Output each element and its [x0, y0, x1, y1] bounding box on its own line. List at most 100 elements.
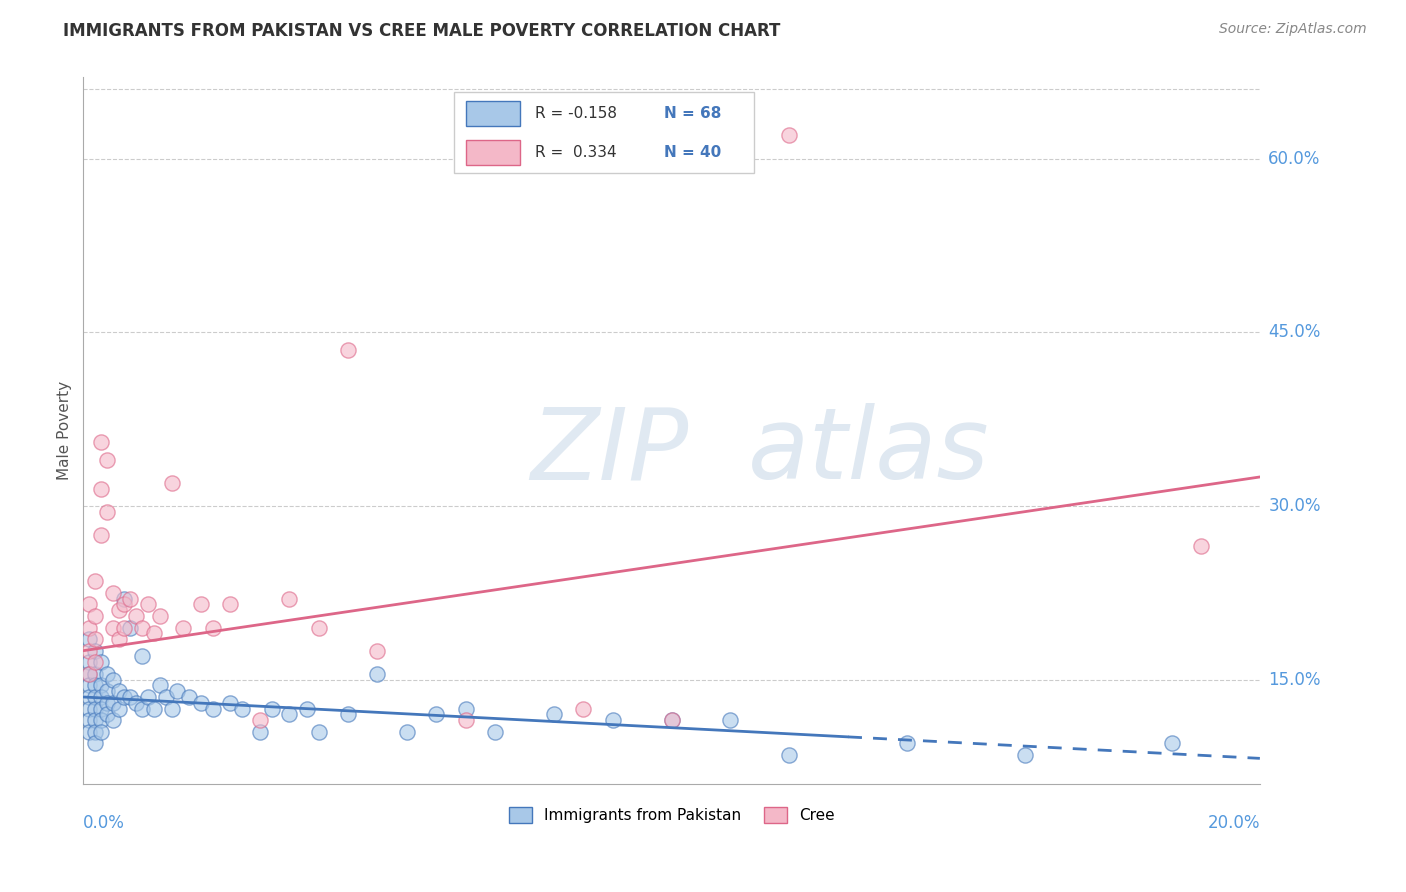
Point [454, 713, 477, 727]
Point [77, 643, 100, 657]
Point [77, 632, 100, 646]
Point [155, 690, 177, 704]
Point [90, 713, 112, 727]
Text: 0.0%: 0.0% [83, 814, 125, 832]
Point [114, 598, 136, 612]
Point [96, 666, 118, 681]
Point [101, 713, 124, 727]
Point [77, 655, 100, 669]
Point [90, 678, 112, 692]
Point [308, 620, 330, 634]
Point [260, 701, 283, 715]
Point [96, 696, 118, 710]
Text: IMMIGRANTS FROM PAKISTAN VS CREE MALE POVERTY CORRELATION CHART: IMMIGRANTS FROM PAKISTAN VS CREE MALE PO… [63, 22, 780, 40]
Point [77, 620, 100, 634]
Text: 20.0%: 20.0% [1208, 814, 1260, 832]
Point [778, 128, 800, 143]
Point [337, 707, 360, 722]
Text: 60.0%: 60.0% [1268, 150, 1320, 168]
Point [77, 678, 100, 692]
Point [90, 701, 112, 715]
Point [366, 666, 388, 681]
Point [84, 655, 107, 669]
Point [84, 666, 107, 681]
Point [249, 724, 271, 739]
Point [249, 713, 271, 727]
Point [90, 482, 112, 496]
Point [101, 673, 124, 687]
Point [190, 696, 212, 710]
Point [90, 724, 112, 739]
Point [142, 701, 165, 715]
Point [1189, 540, 1212, 554]
Point [454, 701, 477, 715]
Point [77, 701, 100, 715]
Point [166, 684, 188, 698]
Point [77, 666, 100, 681]
Point [718, 713, 741, 727]
Point [484, 724, 506, 739]
Point [231, 701, 253, 715]
Point [219, 696, 242, 710]
Point [425, 707, 447, 722]
Point [101, 586, 124, 600]
Text: 30.0%: 30.0% [1268, 497, 1320, 515]
Point [190, 598, 212, 612]
Point [120, 591, 142, 606]
Point [219, 598, 242, 612]
Y-axis label: Male Poverty: Male Poverty [58, 381, 72, 480]
Point [107, 632, 129, 646]
Point [661, 713, 683, 727]
Legend: Immigrants from Pakistan, Cree: Immigrants from Pakistan, Cree [502, 801, 841, 830]
Point [278, 707, 301, 722]
Point [308, 724, 330, 739]
Point [77, 690, 100, 704]
Point [84, 678, 107, 692]
Point [172, 620, 194, 634]
Point [179, 690, 201, 704]
Point [366, 643, 388, 657]
Point [107, 684, 129, 698]
Point [572, 701, 595, 715]
Point [149, 678, 172, 692]
Point [101, 696, 124, 710]
Point [107, 701, 129, 715]
Point [337, 343, 360, 357]
Text: 15.0%: 15.0% [1268, 671, 1320, 689]
Point [77, 724, 100, 739]
Point [602, 713, 624, 727]
Point [131, 649, 153, 664]
Point [543, 707, 565, 722]
Point [136, 690, 159, 704]
Point [131, 701, 153, 715]
Point [107, 603, 129, 617]
Point [142, 626, 165, 640]
Point [84, 736, 107, 750]
Point [120, 620, 142, 634]
Text: 45.0%: 45.0% [1268, 323, 1320, 342]
Point [778, 747, 800, 762]
Point [1014, 747, 1036, 762]
Point [90, 690, 112, 704]
Point [90, 528, 112, 542]
Point [160, 475, 183, 490]
Text: atlas: atlas [748, 403, 990, 500]
Text: Source: ZipAtlas.com: Source: ZipAtlas.com [1219, 22, 1367, 37]
Point [114, 620, 136, 634]
Point [84, 574, 107, 589]
Point [201, 620, 224, 634]
Point [661, 713, 683, 727]
Point [201, 701, 224, 715]
Point [136, 598, 159, 612]
Point [149, 609, 172, 624]
Point [131, 620, 153, 634]
Point [77, 598, 100, 612]
Point [77, 713, 100, 727]
Point [160, 701, 183, 715]
Point [77, 666, 100, 681]
Point [114, 690, 136, 704]
Point [125, 609, 148, 624]
Point [96, 707, 118, 722]
Point [120, 690, 142, 704]
Point [90, 655, 112, 669]
